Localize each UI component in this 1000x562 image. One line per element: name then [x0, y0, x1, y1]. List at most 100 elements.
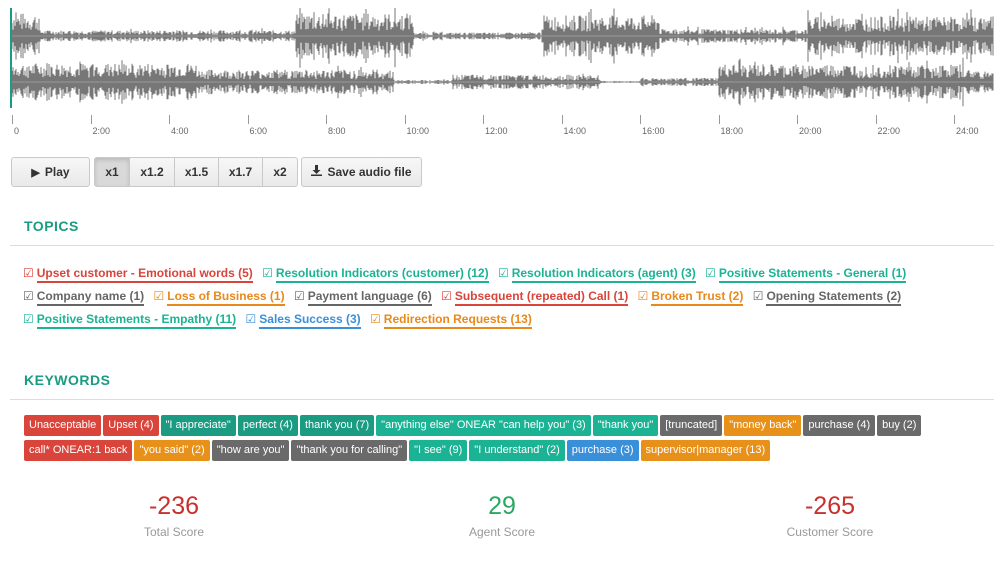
- keyword-tag[interactable]: "anything else" ONEAR "can help you" (3): [376, 415, 591, 436]
- timeline-tick-label: 6:00: [249, 126, 268, 136]
- topic-item[interactable]: ☑ Redirection Requests (13): [370, 312, 532, 329]
- agent-score-caption: Agent Score: [468, 525, 536, 539]
- checkbox-icon[interactable]: ☑: [370, 312, 381, 326]
- timeline-tick: [954, 115, 955, 124]
- checkbox-icon[interactable]: ☑: [245, 312, 257, 326]
- checkbox-icon[interactable]: ☑: [752, 289, 764, 303]
- topic-item[interactable]: ☑ Positive Statements - Empathy (11): [23, 312, 237, 329]
- timeline-tick-label: 8:00: [328, 126, 346, 136]
- audio-waveform[interactable]: 0 2:00 4:00 6:00 8:00 10:00 12:00 14:00 16:00 18:…: [10, 8, 994, 136]
- play-icon: ▶: [31, 166, 40, 179]
- timeline-tick-label: 14:00: [563, 126, 587, 136]
- keyword-tag[interactable]: [truncated]: [660, 415, 723, 436]
- checkbox-icon[interactable]: ☑: [293, 289, 305, 303]
- topic-item[interactable]: ☑ Company name (1): [23, 289, 145, 306]
- keyword-tag[interactable]: "I understand" (2): [469, 440, 565, 461]
- checkbox-icon[interactable]: ☑: [23, 289, 34, 303]
- checkbox-icon[interactable]: ☑: [497, 266, 509, 280]
- topics-heading: TOPICS: [24, 218, 79, 234]
- checkbox-icon[interactable]: ☑: [23, 266, 34, 280]
- keyword-tag[interactable]: supervisor|manager (13): [640, 440, 771, 461]
- waveform-graphic[interactable]: [10, 8, 994, 120]
- topic-label: Company name (1): [36, 289, 145, 306]
- topic-item[interactable]: ☑ Opening Statements (2): [752, 289, 902, 306]
- keyword-tag[interactable]: "I see" (9): [409, 440, 468, 461]
- checkbox-icon[interactable]: ☑: [441, 289, 452, 303]
- download-icon: [311, 165, 323, 179]
- keyword-tag[interactable]: Upset (4): [103, 415, 159, 436]
- speed-button-x1-7[interactable]: x1.7: [218, 157, 263, 187]
- speed-button-x1-2[interactable]: x1.2: [129, 157, 175, 187]
- checkbox-icon[interactable]: ☑: [23, 312, 34, 326]
- topic-item[interactable]: ☑ Sales Success (3): [245, 312, 361, 329]
- topics-list: ☑ Upset customer - Emotional words (5) ☑ R…: [23, 262, 983, 331]
- playhead-cursor[interactable]: [10, 8, 12, 108]
- speed-button-x1-5[interactable]: x1.5: [174, 157, 219, 187]
- customer-score: -265 Customer Score: [730, 492, 930, 539]
- checkbox-icon[interactable]: ☑: [153, 289, 165, 303]
- save-audio-button[interactable]: Save audio file: [301, 157, 422, 187]
- agent-score-value: 29: [488, 492, 516, 520]
- timeline-tick: [875, 115, 877, 124]
- topic-label: Resolution Indicators (agent) (3): [511, 266, 696, 283]
- timeline-tick-label: 2:00: [92, 126, 111, 136]
- speed-button-x1[interactable]: x1: [94, 157, 130, 187]
- timeline: 0 2:00 4:00 6:00 8:00 10:00 12:00 14:00 16:00 18:…: [10, 8, 994, 138]
- checkbox-icon[interactable]: ☑: [637, 289, 649, 303]
- topic-item[interactable]: ☑ Positive Statements - General (1): [705, 266, 907, 283]
- timeline-tick: [483, 115, 484, 124]
- total-score: -236 Total Score: [74, 492, 274, 539]
- play-button[interactable]: ▶ Play: [11, 157, 90, 187]
- timeline-tick-label: 20:00: [799, 126, 822, 136]
- topic-label: Loss of Business (1): [167, 289, 285, 306]
- topic-item[interactable]: ☑ Upset customer - Emotional words (5): [23, 266, 253, 283]
- timeline-tick-label: 10:00: [406, 126, 430, 136]
- timeline-tick: [404, 115, 406, 124]
- timeline-tick-label: 0: [14, 126, 20, 136]
- keyword-tag[interactable]: "you said" (2): [134, 440, 210, 461]
- keyword-tag[interactable]: purchase (4): [803, 415, 876, 436]
- customer-score-caption: Customer Score: [786, 525, 874, 539]
- play-label: Play: [44, 165, 70, 179]
- timeline-tick-label: 4:00: [171, 126, 189, 136]
- keyword-tag[interactable]: thank you (7): [299, 415, 375, 436]
- keyword-tag[interactable]: "I appreciate": [160, 415, 236, 436]
- timeline-tick: [640, 115, 641, 124]
- topic-label: Subsequent (repeated) Call (1): [454, 289, 629, 306]
- topic-label: Redirection Requests (13): [383, 312, 532, 329]
- topic-item[interactable]: ☑ Resolution Indicators (agent) (3): [497, 266, 696, 283]
- speed-button-x2[interactable]: x2: [262, 157, 298, 187]
- timeline-tick-label: 24:00: [956, 126, 979, 136]
- keyword-tag[interactable]: purchase (3): [566, 440, 639, 461]
- keyword-tag[interactable]: perfect (4): [237, 415, 298, 436]
- topic-label: Payment language (6): [307, 289, 432, 306]
- topic-label: Opening Statements (2): [766, 289, 902, 306]
- keyword-tag[interactable]: call* ONEAR:1 back: [24, 440, 133, 461]
- agent-score: 29 Agent Score: [402, 492, 602, 539]
- topic-item[interactable]: ☑ Subsequent (repeated) Call (1): [441, 289, 629, 306]
- checkbox-icon[interactable]: ☑: [705, 266, 716, 280]
- timeline-tick: [718, 115, 720, 124]
- keyword-tag[interactable]: "money back": [724, 415, 802, 436]
- keyword-tag[interactable]: Unacceptable: [24, 415, 102, 436]
- timeline-tick: [247, 115, 249, 124]
- topic-label: Broken Trust (2): [651, 289, 744, 306]
- topics-divider: [10, 245, 994, 246]
- total-score-value: -236: [148, 492, 200, 520]
- timeline-tick-label: 18:00: [720, 126, 744, 136]
- timeline-tick: [12, 115, 13, 124]
- keyword-tag[interactable]: "thank you": [592, 415, 659, 436]
- keyword-tag[interactable]: buy (2): [877, 415, 922, 436]
- timeline-tick: [561, 115, 563, 124]
- timeline-tick: [797, 115, 798, 124]
- topic-item[interactable]: ☑ Broken Trust (2): [637, 289, 744, 306]
- checkbox-icon[interactable]: ☑: [262, 266, 273, 280]
- playback-controls: ▶ Play x1 x1.2 x1.5 x1.7 x2 Save audio file: [11, 157, 422, 187]
- keywords-divider: [10, 399, 994, 400]
- topic-item[interactable]: ☑ Loss of Business (1): [153, 289, 285, 306]
- topic-item[interactable]: ☑ Payment language (6): [293, 289, 432, 306]
- keyword-tag[interactable]: "how are you": [211, 440, 290, 461]
- topic-item[interactable]: ☑ Resolution Indicators (customer) (12): [262, 266, 489, 283]
- timeline-tick: [326, 115, 327, 124]
- keyword-tag[interactable]: "thank you for calling": [291, 440, 408, 461]
